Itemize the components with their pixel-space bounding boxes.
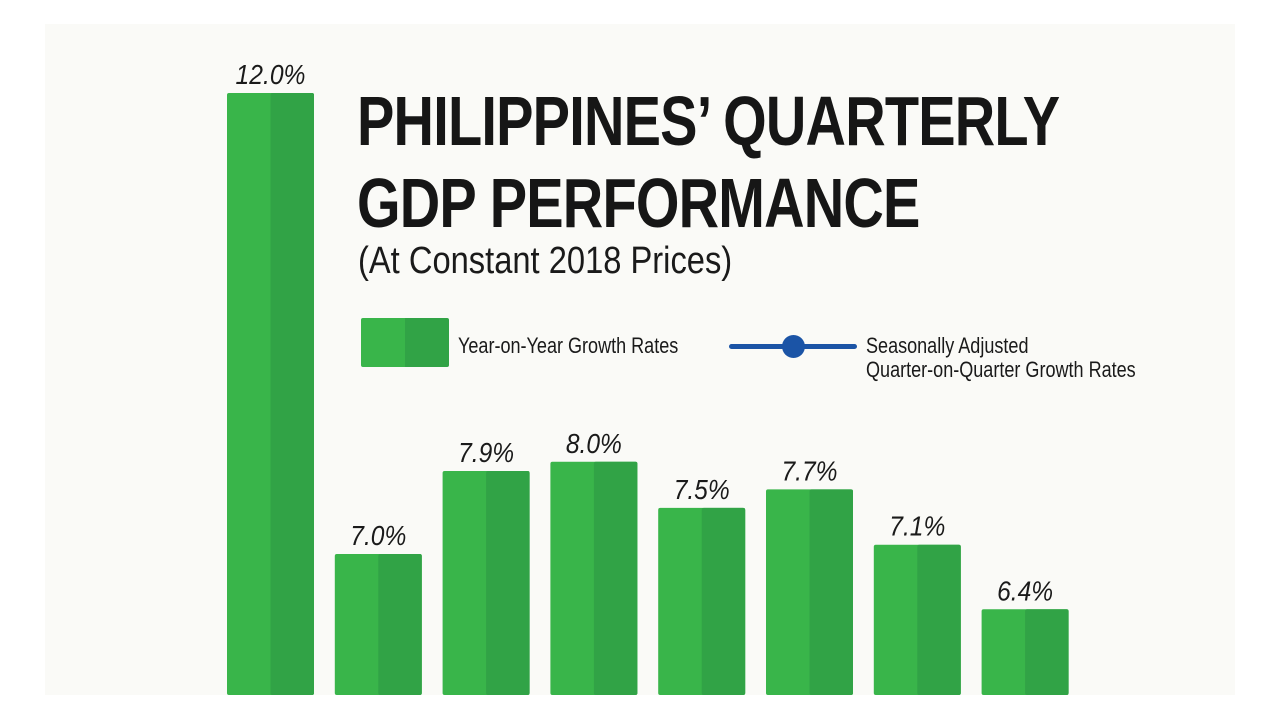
legend-bar-swatch [361,318,449,367]
bar-value-label: 7.5% [674,474,730,505]
legend-dot-marker [782,335,805,358]
bar-1: 12.0% [227,59,314,695]
bar-right-face [809,489,853,695]
bar-right-face [1025,609,1069,695]
bar-right-face [378,553,422,695]
legend-label-yoy: Year-on-Year Growth Rates [458,333,679,358]
bar-value-label: 7.9% [458,437,514,468]
bar-value-label: 8.0% [566,428,622,459]
bar-5: 7.5% [658,474,746,695]
bar-8: 6.4% [981,575,1069,695]
bar-right-face [270,93,314,695]
chart-title-line-1: PHILIPPINES’ QUARTERLY [357,82,1060,160]
bar-3: 7.9% [442,437,530,695]
bar-4: 8.0% [550,428,638,695]
bar-right-face [486,470,530,695]
bar-right-face [593,461,638,695]
bar-right-face [701,507,746,695]
bar-value-label: 7.1% [889,511,945,542]
bar-value-label: 7.0% [350,520,406,551]
bar-7: 7.1% [873,511,961,695]
bar-value-label: 6.4% [997,575,1053,606]
chart-subtitle: (At Constant 2018 Prices) [358,240,733,282]
bar-2: 7.0% [334,520,422,695]
bar-value-label: 7.7% [782,455,838,486]
legend-label-qoq-line-2: Quarter-on-Quarter Growth Rates [866,357,1136,382]
bar-6: 7.7% [766,455,853,695]
bar-value-label: 12.0% [236,59,306,90]
chart-title-line-2: GDP PERFORMANCE [357,164,920,242]
bar-right-face [917,544,961,695]
legend-label-qoq-line-1: Seasonally Adjusted [866,333,1029,358]
